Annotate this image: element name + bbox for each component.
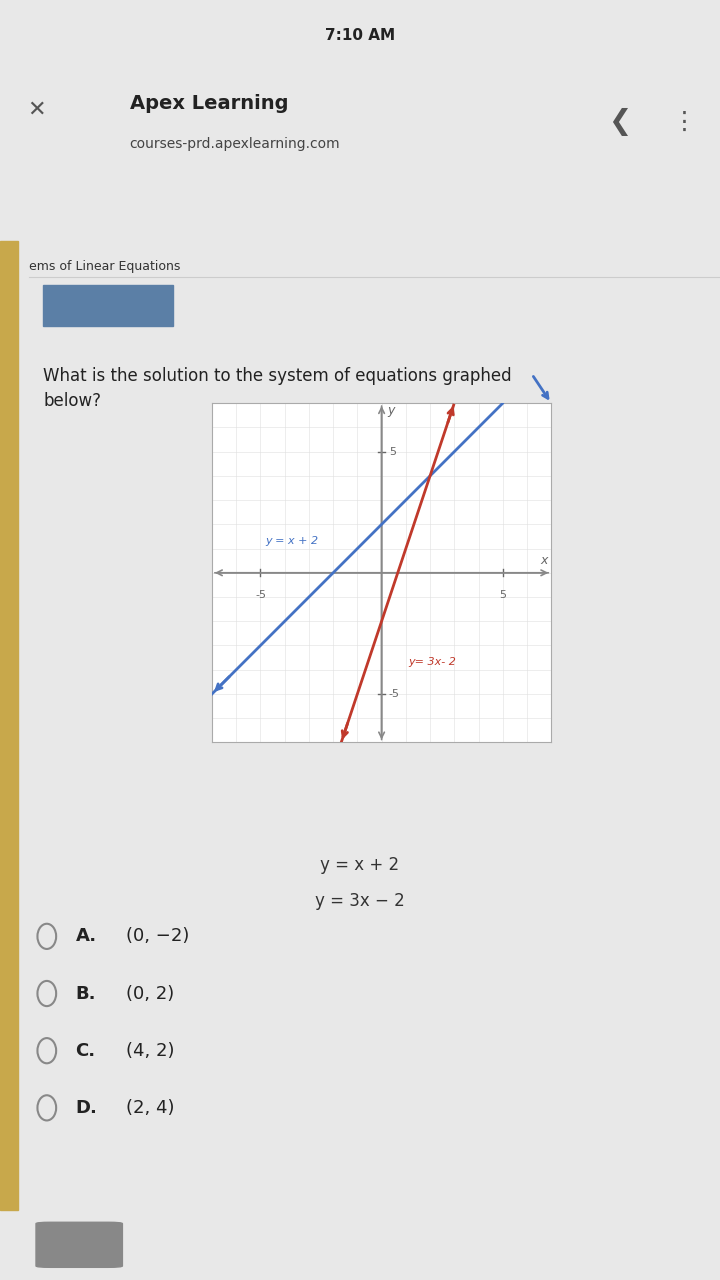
Text: -5: -5 (389, 689, 400, 699)
Text: y = x + 2: y = x + 2 (265, 536, 318, 545)
Text: D.: D. (76, 1098, 97, 1117)
Text: y = 3x − 2: y = 3x − 2 (315, 892, 405, 910)
Text: x: x (540, 554, 548, 567)
Text: ⋮: ⋮ (672, 110, 696, 133)
Text: ❮: ❮ (608, 108, 631, 136)
Text: SUBMIT: SUBMIT (81, 300, 135, 312)
Text: -5: -5 (255, 590, 266, 600)
Text: ems of Linear Equations: ems of Linear Equations (29, 260, 180, 273)
Text: 7:10 AM: 7:10 AM (325, 28, 395, 42)
Text: (0, −2): (0, −2) (126, 927, 189, 946)
Text: C.: C. (76, 1042, 96, 1060)
FancyBboxPatch shape (36, 1222, 122, 1267)
Text: (2, 4): (2, 4) (126, 1098, 174, 1117)
Text: y= 3x- 2: y= 3x- 2 (408, 657, 456, 667)
Text: ✕: ✕ (27, 100, 45, 119)
Text: (4, 2): (4, 2) (126, 1042, 174, 1060)
Text: A.: A. (76, 927, 96, 946)
Bar (43, 285, 173, 326)
Text: (0, 2): (0, 2) (126, 984, 174, 1002)
Text: courses-prd.apexlearning.com: courses-prd.apexlearning.com (130, 137, 341, 151)
Text: What is the solution to the system of equations graphed
below?: What is the solution to the system of eq… (43, 366, 512, 410)
Text: y = x + 2: y = x + 2 (320, 856, 400, 874)
Text: 5: 5 (389, 447, 396, 457)
Bar (0, 241, 18, 1210)
Text: y: y (387, 404, 395, 417)
Text: Apex Learning: Apex Learning (130, 93, 288, 113)
Text: B.: B. (76, 984, 96, 1002)
Text: 5: 5 (499, 590, 506, 600)
